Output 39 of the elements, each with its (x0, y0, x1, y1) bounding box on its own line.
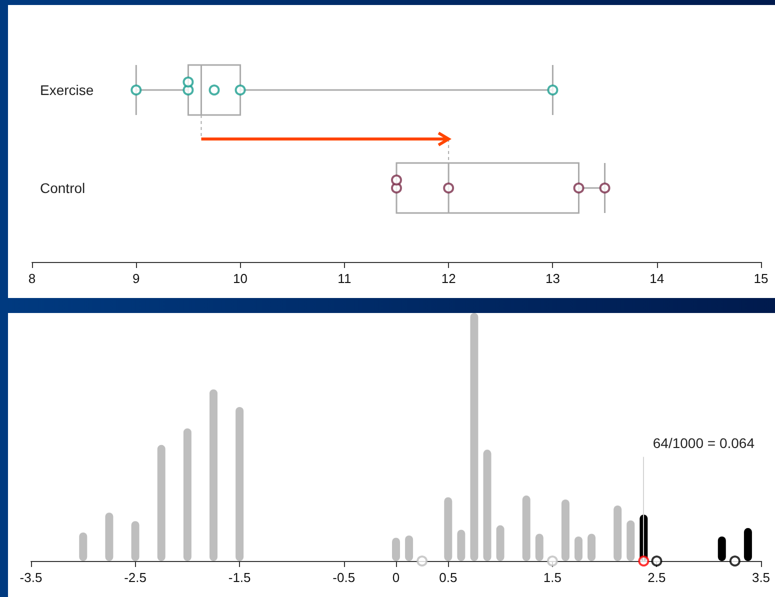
x-tick-label: -0.5 (332, 570, 356, 585)
bar (105, 512, 114, 561)
bar (496, 525, 504, 561)
x-tick-label: 12 (441, 271, 456, 286)
y-tick-label: Exercise (40, 82, 94, 98)
bar (483, 450, 492, 561)
bar (626, 520, 635, 561)
bar (614, 505, 622, 561)
x-tick-label: 15 (754, 271, 768, 286)
x-tick-label: 13 (545, 271, 560, 286)
bar (535, 534, 544, 561)
y-tick-label: Control (40, 180, 86, 196)
bar (561, 499, 570, 561)
bar (744, 528, 752, 561)
x-tick-label: -1.5 (228, 570, 251, 585)
bar (444, 497, 452, 561)
bar (522, 496, 530, 561)
bar (157, 444, 166, 561)
bar (79, 532, 88, 561)
x-tick-label: 9 (132, 271, 140, 286)
bar (470, 313, 478, 561)
bar (210, 389, 218, 561)
x-tick-label: 1.5 (543, 570, 562, 585)
bar (457, 530, 466, 561)
annotation: 64/1000 = 0.064 (652, 434, 755, 451)
bar (588, 534, 596, 561)
x-tick-label: -2.5 (124, 570, 146, 585)
x-tick-label: 11 (338, 271, 352, 286)
x-tick-label: 3.5 (752, 570, 770, 585)
x-tick-label: 8 (28, 271, 36, 286)
x-tick-label: 14 (650, 271, 664, 286)
x-tick-label: 0 (392, 570, 400, 585)
x-tick-label: -3.5 (20, 570, 42, 585)
bar (183, 428, 192, 561)
x-tick-label: 0.5 (439, 570, 458, 585)
x-tick-label: 2.5 (648, 570, 666, 585)
bar (236, 406, 244, 561)
x-tick-label: 10 (233, 271, 248, 286)
bar (131, 521, 140, 561)
